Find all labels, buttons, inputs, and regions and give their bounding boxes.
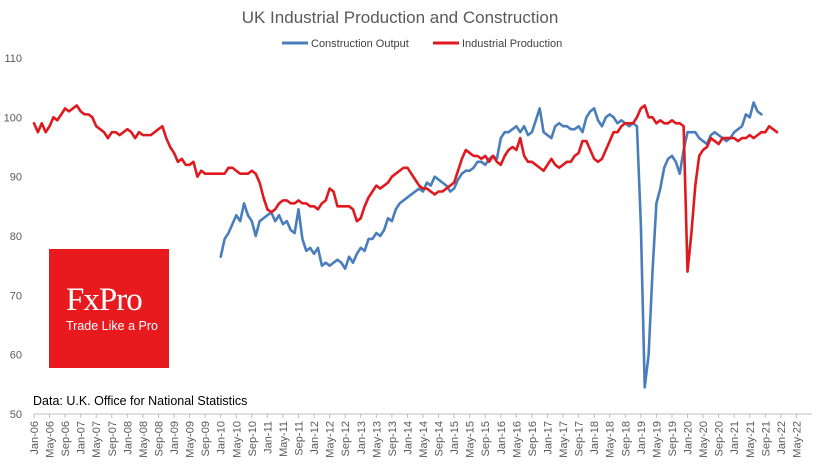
x-tick-label: May-21: [745, 421, 757, 458]
x-tick-label: Sep-11: [294, 421, 306, 456]
legend-label-construction: Construction Output: [311, 38, 409, 50]
x-tick-label: Sep-20: [714, 421, 726, 456]
x-tick-label: Sep-16: [527, 421, 539, 456]
x-tick-label: Jan-07: [76, 421, 88, 455]
y-tick-label: 90: [10, 172, 22, 184]
x-tick-label: May-13: [371, 421, 383, 458]
x-tick-label: Sep-06: [60, 421, 72, 456]
y-tick-label: 50: [10, 409, 22, 421]
x-tick-label: Sep-19: [667, 421, 679, 456]
x-tick-label: May-11: [278, 421, 290, 457]
x-tick-label: Jan-10: [216, 421, 228, 455]
x-tick-label: Jan-14: [402, 421, 414, 455]
x-tick-label: May-22: [791, 421, 803, 458]
x-tick-label: Sep-13: [387, 421, 399, 456]
x-tick-label: Jan-08: [122, 421, 134, 455]
x-tick-label: Jan-15: [449, 421, 461, 455]
y-tick-label: 60: [10, 350, 22, 362]
logo-tagline: Trade Like a Pro: [66, 319, 158, 333]
x-tick-label: Jan-17: [542, 421, 554, 455]
x-tick-label: Jan-06: [29, 421, 41, 455]
legend: Construction Output Industrial Productio…: [282, 38, 562, 50]
x-axis: Jan-06 May-06 Sep-06 Jan-07 May-07 Sep-07 Jan-…: [29, 413, 812, 458]
y-tick-label: 100: [4, 112, 22, 124]
legend-label-industrial: Industrial Production: [462, 38, 562, 50]
x-tick-label: May-20: [698, 421, 710, 458]
x-tick-label: Sep-12: [340, 421, 352, 456]
y-tick-label: 80: [10, 231, 22, 243]
x-tick-label: May-15: [465, 421, 477, 458]
x-tick-label: Sep-15: [480, 421, 492, 456]
x-tick-label: Sep-10: [247, 421, 259, 456]
x-tick-label: May-10: [231, 421, 243, 458]
x-tick-label: May-16: [511, 421, 523, 458]
y-axis: 50 60 70 80 90 100 110: [4, 53, 22, 421]
x-tick-label: Jan-22: [776, 421, 788, 455]
series-line-industrial-production: [32, 104, 779, 273]
x-tick-label: Jan-20: [683, 421, 695, 455]
x-tick-label: Sep-09: [200, 421, 212, 456]
x-tick-label: Sep-07: [107, 421, 119, 456]
x-tick-label: Jan-13: [356, 421, 368, 455]
logo-background: [49, 249, 169, 368]
x-tick-label: Jan-21: [729, 421, 741, 455]
x-tick-label: May-19: [651, 421, 663, 458]
x-tick-label: May-18: [605, 421, 617, 458]
x-tick-label: Jan-12: [309, 421, 321, 455]
x-tick-label: May-14: [418, 421, 430, 458]
x-tick-label: Sep-18: [620, 421, 632, 456]
x-tick-label: May-08: [138, 421, 150, 458]
x-tick-label: Sep-17: [574, 421, 586, 456]
x-tick-label: Sep-21: [760, 421, 772, 456]
x-tick-label: Sep-08: [153, 421, 165, 456]
x-tick-label: Jan-16: [496, 421, 508, 455]
series-line-construction-output: [219, 101, 763, 389]
x-tick-label: Jan-18: [589, 421, 601, 455]
x-tick-label: Sep-14: [434, 421, 446, 456]
source-note: Data: U.K. Office for National Statistic…: [33, 394, 247, 408]
x-tick-label: Jan-11: [262, 421, 274, 454]
logo-brand: FxPro: [66, 282, 142, 318]
x-tick-label: May-17: [558, 421, 570, 458]
x-tick-label: May-09: [185, 421, 197, 458]
x-tick-label: Jan-09: [169, 421, 181, 455]
y-tick-label: 110: [4, 53, 22, 65]
x-tick-label: May-06: [45, 421, 57, 458]
fxpro-logo: FxPro Trade Like a Pro: [49, 249, 169, 368]
y-tick-label: 70: [10, 290, 22, 302]
x-tick-label: May-07: [91, 421, 103, 458]
series-layer: [32, 101, 779, 389]
x-tick-label: Jan-19: [636, 421, 648, 455]
chart-title: UK Industrial Production and Constructio…: [242, 8, 559, 27]
x-tick-label: May-12: [325, 421, 337, 458]
